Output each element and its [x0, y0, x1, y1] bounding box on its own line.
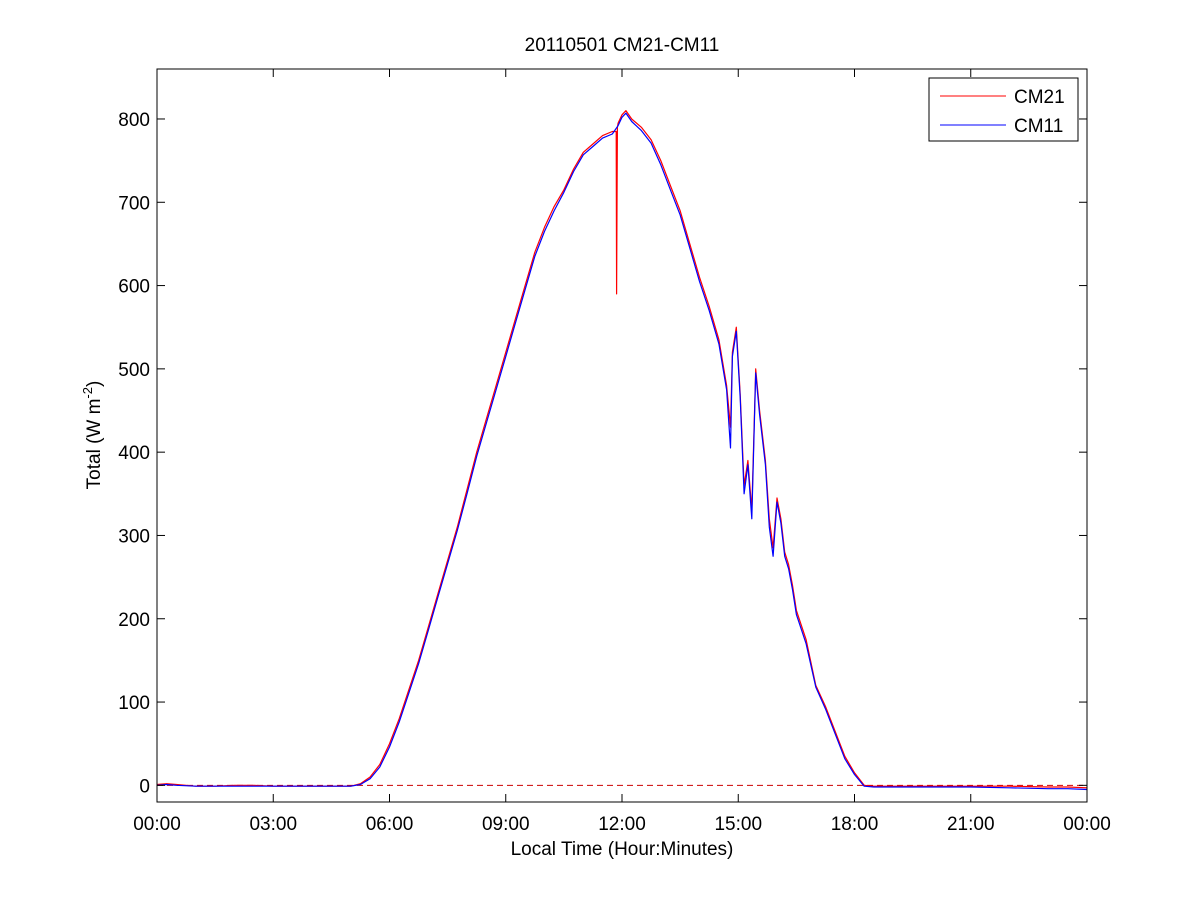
series-layer	[156, 109, 1088, 791]
series-line-cm11	[156, 112, 1088, 791]
y-axis-title-superscript: -2	[80, 387, 95, 399]
y-axis-title-close: )	[84, 381, 105, 387]
y-tick-label: 100	[118, 693, 150, 714]
chart-title: 20110501 CM21-CM11	[525, 35, 720, 56]
x-tick-label: 03:00	[249, 814, 297, 835]
y-tick-label: 800	[118, 110, 150, 131]
y-tick-labels: 0 100 200 300 400 500 600 700 800	[118, 110, 150, 797]
x-tick-label: 21:00	[947, 814, 995, 835]
x-tick-labels: 00:00 03:00 06:00 09:00 12:00 15:00 18:00 21:00…	[133, 814, 1111, 835]
y-tick-label: 700	[118, 193, 150, 214]
y-tick-label: 0	[139, 776, 150, 797]
y-tick-label: 600	[118, 277, 150, 298]
x-tick-label: 00:00	[1063, 814, 1111, 835]
y-tick-label: 200	[118, 610, 150, 631]
y-axis-title: Total (W m-2)	[80, 381, 105, 490]
y-tick-label: 500	[118, 360, 150, 381]
x-tick-label: 06:00	[366, 814, 414, 835]
x-tick-label: 15:00	[714, 814, 762, 835]
legend: CM21 CM11	[928, 77, 1079, 142]
plot-area	[157, 69, 1087, 802]
ticks-layer	[156, 69, 1088, 802]
y-tick-label: 400	[118, 443, 150, 464]
x-tick-label: 00:00	[133, 814, 181, 835]
x-tick-label: 09:00	[482, 814, 530, 835]
y-tick-label: 300	[118, 526, 150, 547]
y-axis-title-main: Total (W m	[84, 399, 105, 490]
x-axis-title: Local Time (Hour:Minutes)	[511, 839, 734, 860]
x-tick-label: 12:00	[598, 814, 646, 835]
series-line-cm21	[156, 109, 1088, 789]
legend-label-cm21: CM21	[1014, 87, 1065, 108]
x-tick-label: 18:00	[831, 814, 879, 835]
legend-box	[928, 77, 1079, 142]
legend-label-cm11: CM11	[1014, 116, 1063, 137]
